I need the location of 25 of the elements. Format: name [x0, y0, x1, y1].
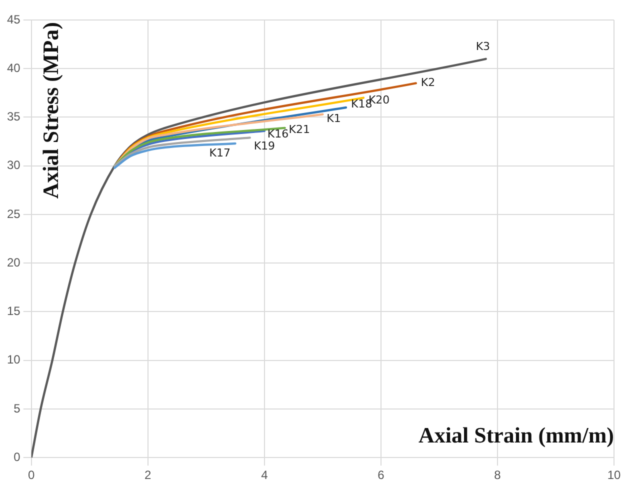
y-tick-label: 5: [14, 401, 21, 416]
x-axis-title: Axial Strain (mm/m): [418, 422, 614, 448]
y-tick-label: 45: [6, 12, 21, 26]
x-tick-label: 8: [494, 468, 502, 482]
y-tick-label: 30: [6, 158, 21, 172]
y-tick-label: 0: [14, 450, 21, 464]
y-tick-label: 35: [6, 110, 21, 124]
x-tick-label: 6: [378, 468, 385, 482]
series-label: K2: [420, 76, 436, 90]
x-tick-label: 10: [607, 468, 621, 482]
y-tick-label: 20: [6, 255, 21, 270]
y-tick-label: 25: [6, 206, 21, 221]
y-tick-label: 15: [6, 304, 21, 318]
series-label: K16: [267, 128, 289, 141]
y-tick-label: 10: [6, 352, 21, 367]
x-tick-label: 4: [261, 468, 268, 482]
x-tick-label: 2: [144, 468, 152, 482]
series-label: K3: [476, 40, 490, 53]
y-axis-title: Axial Stress (MPa): [38, 22, 64, 199]
series-label: K17: [209, 146, 230, 160]
series-label: K19: [254, 140, 276, 153]
y-tick-label: 40: [6, 60, 21, 75]
x-tick-label: 0: [28, 468, 36, 482]
series-label: K21: [288, 122, 310, 136]
series-label: K1: [326, 112, 341, 126]
